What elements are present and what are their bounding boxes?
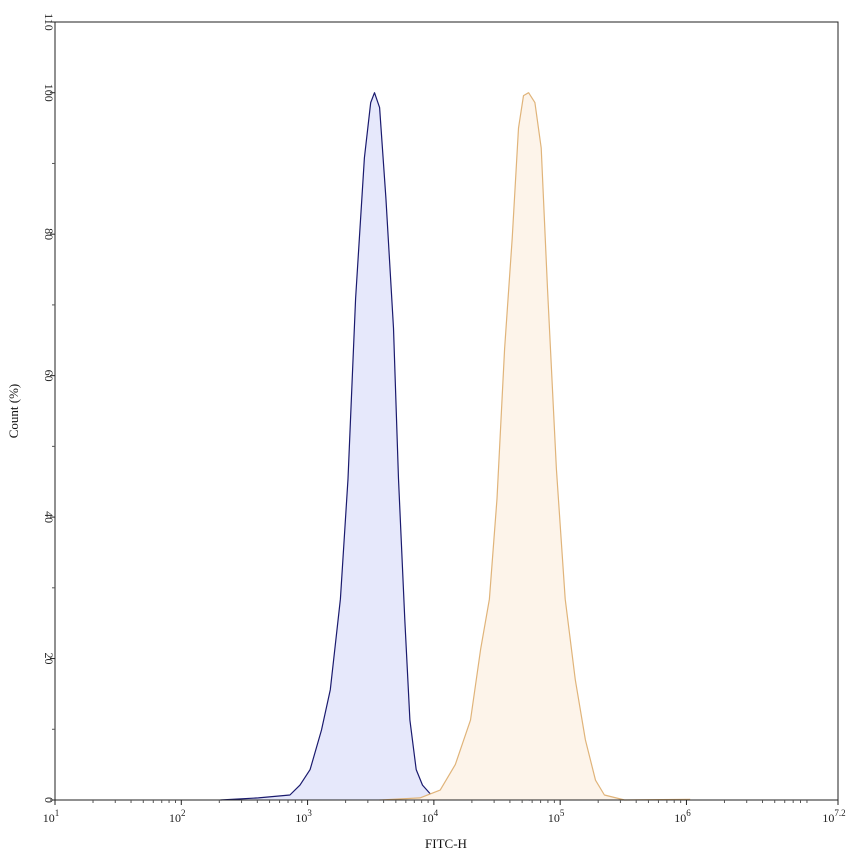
x-tick-label: 104 (422, 808, 439, 825)
x-tick-label: 101 (43, 808, 60, 825)
x-tick-label: 107.2 (822, 808, 845, 825)
series-1-fill (220, 92, 530, 800)
y-tick-label: 100 (42, 84, 56, 102)
y-tick-label: 60 (42, 370, 56, 382)
y-tick-label: 20 (42, 653, 56, 665)
series-layer (220, 92, 691, 801)
y-tick-label: 0 (42, 797, 56, 803)
y-tick-label: 80 (42, 228, 56, 240)
x-axis-title: FITC-H (425, 836, 467, 851)
x-tick-label: 103 (295, 808, 312, 825)
y-axis-title: Count (%) (6, 384, 21, 439)
x-tick-label: 102 (169, 808, 186, 825)
axis-layer: 101 102 103 104 105 106 107.2 0 20 40 60 80 100 110 (42, 13, 846, 825)
y-tick-label: 110 (42, 13, 56, 31)
x-tick-label: 105 (548, 808, 565, 825)
series-2-fill (379, 92, 691, 800)
series-1-line (220, 92, 530, 801)
plot-frame (54, 21, 839, 801)
x-tick-label: 106 (674, 808, 691, 825)
y-tick-label: 40 (42, 511, 56, 523)
series-2-line (379, 92, 691, 801)
